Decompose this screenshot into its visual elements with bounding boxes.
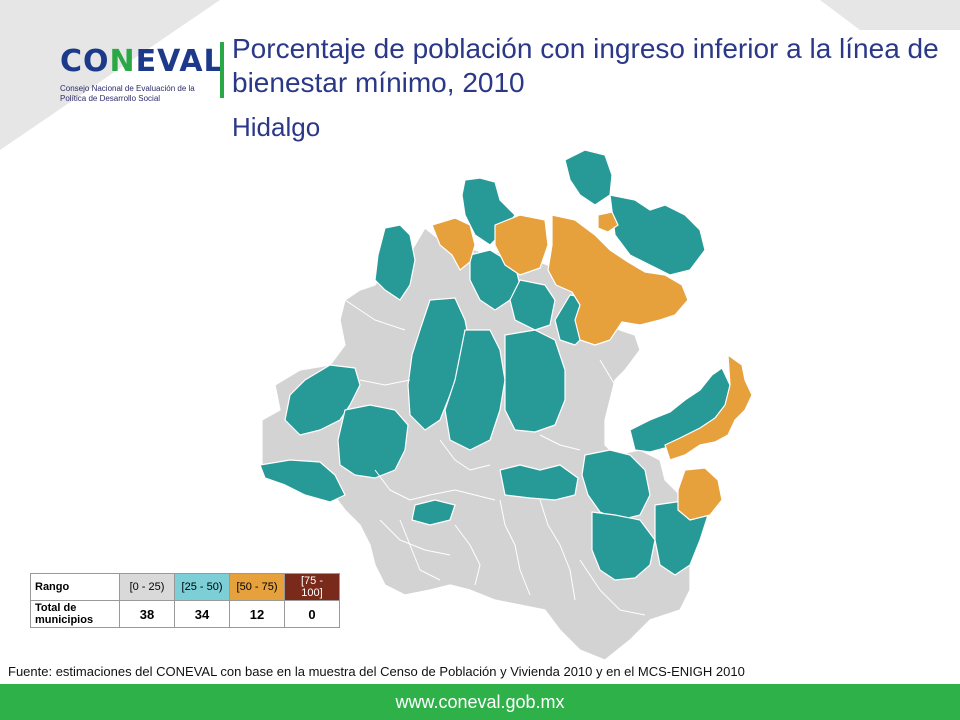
municipality-region [259,459,346,503]
municipality-region [609,194,706,276]
municipality-region [591,511,656,581]
corner-decoration-left [0,0,220,150]
coneval-logo: CONEVAL Consejo Nacional de Evaluación d… [40,30,223,120]
legend-range-2: [50 - 75) [229,573,285,601]
municipality-border [359,379,411,386]
municipality-border [599,359,616,421]
municipality-region [337,404,409,479]
municipality-border [379,519,451,556]
municipality-border [374,469,496,501]
legend-count-3: 0 [284,600,340,628]
legend-count-2: 12 [229,600,285,628]
legend-range-label: Rango [30,573,120,601]
municipality-border [399,519,441,581]
legend-range-1: [25 - 50) [174,573,230,601]
page-subtitle: Hidalgo [232,112,321,142]
municipality-region [581,449,651,521]
legend-range-0: [0 - 25) [119,573,175,601]
municipality-region [504,329,566,433]
municipality-region [407,297,471,431]
legend-range-3: [75 - 100] [284,573,340,601]
legend-row-range: Rango [0 - 25) [25 - 50) [50 - 75) [75 -… [30,573,340,601]
municipality-border [499,499,531,596]
footer-url-link[interactable]: www.coneval.gob.mx [395,692,565,712]
municipality-region [499,464,579,501]
municipality-region [509,279,556,331]
municipality-region [411,499,456,526]
municipality-region [564,149,613,206]
legend-count-0: 38 [119,600,175,628]
municipality-border [539,434,581,451]
legend-row-count: Total de municipios 38 34 12 0 [30,600,340,628]
municipality-region [547,214,689,346]
municipality-region [431,217,476,271]
logo-subtitle: Consejo Nacional de Evaluación de la Pol… [60,84,195,103]
municipality-region [444,329,506,451]
municipality-region [597,211,619,233]
legend-table: Rango [0 - 25) [25 - 50) [50 - 75) [75 -… [30,573,340,628]
title-accent-bar [220,42,224,98]
municipality-region [374,224,416,301]
source-note: Fuente: estimaciones del CONEVAL con bas… [8,664,745,679]
municipality-border [439,439,491,471]
legend-count-label: Total de municipios [30,600,120,628]
logo-wordmark: CONEVAL [60,44,224,79]
corner-decoration-right [820,0,960,30]
municipality-border [344,299,406,331]
municipality-region [284,364,361,436]
footer-bar: www.coneval.gob.mx [0,684,960,720]
municipality-region [664,354,753,461]
municipality-border [539,499,576,601]
municipality-border [579,559,646,616]
legend-count-1: 34 [174,600,230,628]
municipality-region [494,214,549,276]
page-title: Porcentaje de población con ingreso infe… [232,33,939,98]
municipality-border [454,524,481,586]
municipality-region [677,467,723,521]
